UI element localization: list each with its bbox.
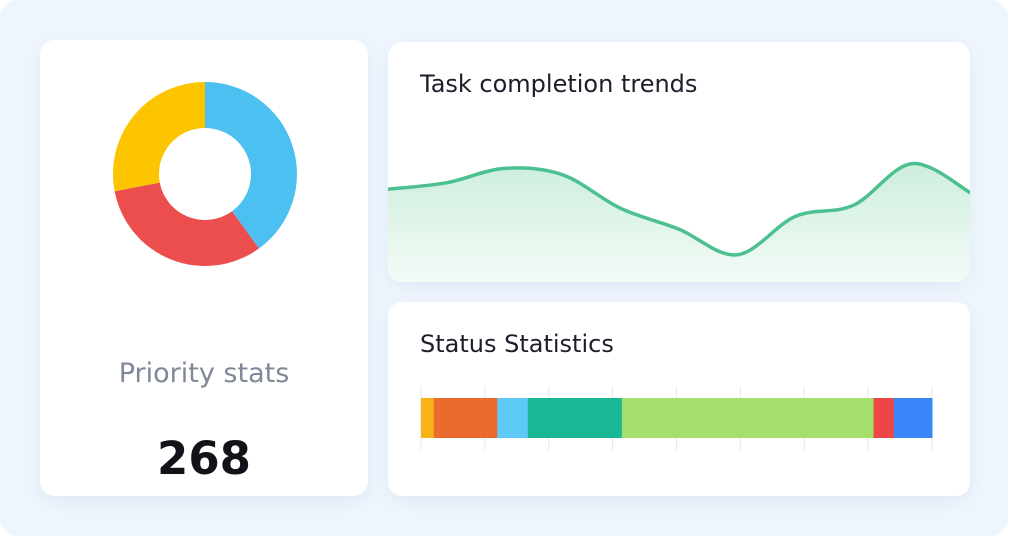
priority-stats-total: 268 [157, 432, 251, 485]
donut-slice-3 [112, 82, 205, 192]
status-stacked-bar-chart [420, 386, 933, 450]
status-segment-3 [497, 398, 529, 438]
status-segment-4 [527, 398, 623, 438]
priority-donut-chart [112, 82, 297, 266]
donut-slice-1 [205, 82, 297, 249]
status-title: Status Statistics [420, 330, 614, 358]
trend-area-chart [388, 161, 970, 282]
trend-title: Task completion trends [420, 70, 698, 98]
status-segment-2 [433, 398, 498, 438]
status-segment-7 [893, 398, 933, 438]
status-statistics-card: Status Statistics [388, 302, 970, 496]
priority-stats-card: Priority stats 268 [40, 40, 368, 496]
trend-series-line [388, 161, 970, 257]
status-segment-1 [421, 398, 435, 438]
task-completion-trends-card: Task completion trends [388, 42, 970, 282]
status-segment-6 [873, 398, 895, 438]
trend-area-fill [388, 163, 970, 282]
status-segment-5 [621, 398, 875, 438]
donut-slice-2 [114, 182, 260, 266]
priority-stats-label: Priority stats [118, 358, 290, 389]
